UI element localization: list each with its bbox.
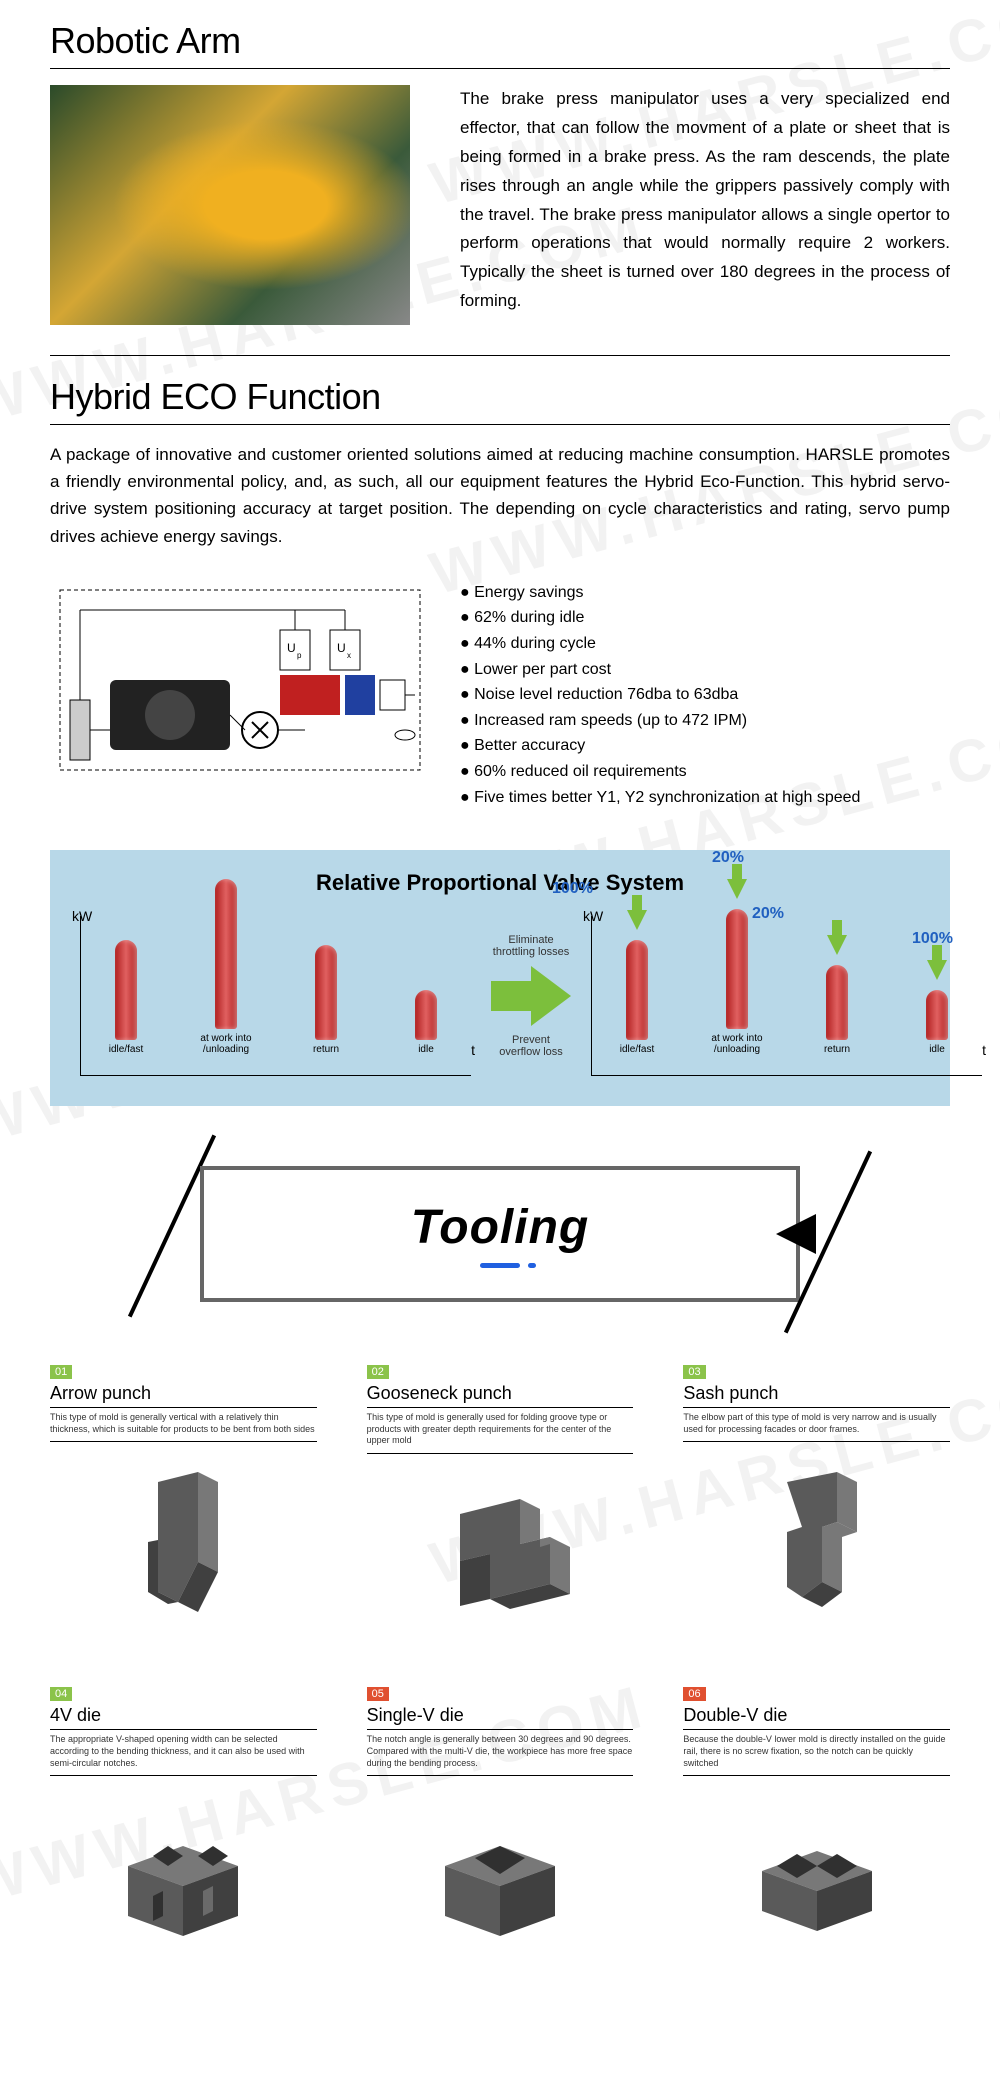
eco-bullet: Lower per part cost	[460, 657, 860, 683]
transition-line-2: Prevent overflow loss	[491, 1034, 571, 1058]
bar-column: at work into /unloading20%	[702, 909, 772, 1055]
eco-bullet: Five times better Y1, Y2 synchronization…	[460, 785, 860, 811]
x-axis-label: t	[471, 1042, 475, 1058]
eco-bullet: Increased ram speeds (up to 472 IPM)	[460, 708, 860, 734]
tool-name: Gooseneck punch	[367, 1383, 634, 1408]
bar-label: at work into /unloading	[191, 1033, 261, 1055]
bar-column: at work into /unloading	[191, 879, 261, 1055]
tool-shape-illustration	[683, 1452, 950, 1632]
tool-description: The elbow part of this type of mold is v…	[683, 1412, 950, 1442]
eco-bullet: 62% during idle	[460, 605, 860, 631]
tool-name: Single-V die	[367, 1705, 634, 1730]
tool-item: 06 Double-V die Because the double-V low…	[683, 1684, 950, 1966]
bar	[626, 940, 648, 1040]
bar	[726, 909, 748, 1029]
bar-label: at work into /unloading	[702, 1033, 772, 1055]
tool-name: Double-V die	[683, 1705, 950, 1730]
tool-shape-illustration	[367, 1786, 634, 1966]
tool-number-badge: 03	[683, 1365, 705, 1379]
down-arrow-icon	[627, 910, 647, 930]
tool-description: This type of mold is generally vertical …	[50, 1412, 317, 1442]
tool-grid: 01 Arrow punch This type of mold is gene…	[50, 1362, 950, 1966]
eco-bullet: Better accuracy	[460, 733, 860, 759]
down-arrow-icon	[827, 935, 847, 955]
tool-item: 04 4V die The appropriate V-shaped openi…	[50, 1684, 317, 1966]
tool-name: 4V die	[50, 1705, 317, 1730]
bar-label: idle/fast	[91, 1044, 161, 1055]
tooling-banner: Tooling	[200, 1166, 800, 1302]
y-axis-label: kW	[72, 908, 92, 924]
tool-number-badge: 06	[683, 1687, 705, 1701]
tool-number-badge: 02	[367, 1365, 389, 1379]
bar	[115, 940, 137, 1040]
bar	[415, 990, 437, 1040]
percent-label: 20%	[752, 905, 784, 923]
eco-diagram: Up Ux	[50, 580, 430, 785]
eco-bullet-list: Energy savings62% during idle44% during …	[460, 580, 860, 810]
bar	[315, 945, 337, 1040]
bar-label: idle	[391, 1044, 461, 1055]
robotic-arm-image	[50, 85, 410, 325]
tool-name: Arrow punch	[50, 1383, 317, 1408]
bar-label: return	[802, 1044, 872, 1055]
tool-item: 03 Sash punch The elbow part of this typ…	[683, 1362, 950, 1644]
eco-bullet: 60% reduced oil requirements	[460, 759, 860, 785]
eco-bullet: Energy savings	[460, 580, 860, 606]
down-arrow-icon	[927, 960, 947, 980]
bar-column: idle/fast100%	[602, 940, 672, 1055]
tool-number-badge: 04	[50, 1687, 72, 1701]
tool-description: The appropriate V-shaped opening width c…	[50, 1734, 317, 1776]
bar	[926, 990, 948, 1040]
tool-item: 02 Gooseneck punch This type of mold is …	[367, 1362, 634, 1644]
valve-chart: Relative Proportional Valve System kW id…	[50, 850, 950, 1106]
bar-label: idle/fast	[602, 1044, 672, 1055]
svg-text:p: p	[297, 651, 302, 660]
svg-text:x: x	[347, 651, 351, 660]
robotic-arm-title: Robotic Arm	[50, 20, 950, 69]
bar-column: idle/fast	[91, 940, 161, 1055]
robotic-arm-body: The brake press manipulator uses a very …	[460, 85, 950, 325]
tool-description: Because the double-V lower mold is direc…	[683, 1734, 950, 1776]
tool-number-badge: 01	[50, 1365, 72, 1379]
percent-label: 20%	[712, 849, 744, 867]
divider	[50, 355, 950, 356]
bar-column: return	[291, 945, 361, 1055]
tooling-heading: Tooling	[284, 1200, 716, 1255]
tool-shape-illustration	[50, 1786, 317, 1966]
svg-text:U: U	[337, 641, 346, 655]
tool-shape-illustration	[683, 1786, 950, 1966]
bar-column: idle	[391, 990, 461, 1055]
bar-label: return	[291, 1044, 361, 1055]
tool-item: 01 Arrow punch This type of mold is gene…	[50, 1362, 317, 1644]
bar	[215, 879, 237, 1029]
percent-label: 100%	[552, 880, 593, 898]
y-axis-label: kW	[583, 908, 603, 924]
eco-bullet: 44% during cycle	[460, 631, 860, 657]
bar	[826, 965, 848, 1040]
tool-number-badge: 05	[367, 1687, 389, 1701]
tool-name: Sash punch	[683, 1383, 950, 1408]
tool-description: The notch angle is generally between 30 …	[367, 1734, 634, 1776]
bar-label: idle	[902, 1044, 972, 1055]
tool-shape-illustration	[50, 1452, 317, 1632]
tool-item: 05 Single-V die The notch angle is gener…	[367, 1684, 634, 1966]
eco-bullet: Noise level reduction 76dba to 63dba	[460, 682, 860, 708]
valve-chart-right: kW idle/fast100%at work into /unloading2…	[591, 916, 982, 1076]
hybrid-eco-title: Hybrid ECO Function	[50, 376, 950, 425]
hybrid-eco-intro: A package of innovative and customer ori…	[50, 441, 950, 550]
svg-text:U: U	[287, 641, 296, 655]
bar-column: return20%	[802, 965, 872, 1055]
valve-chart-left: kW idle/fastat work into /unloadingretur…	[80, 916, 471, 1076]
triangle-icon	[776, 1214, 816, 1254]
tool-shape-illustration	[367, 1464, 634, 1644]
tool-description: This type of mold is generally used for …	[367, 1412, 634, 1454]
bar-column: idle100%	[902, 990, 972, 1055]
transition-line-1: Eliminate throttling losses	[491, 934, 571, 958]
x-axis-label: t	[982, 1042, 986, 1058]
percent-label: 100%	[912, 930, 953, 948]
down-arrow-icon	[727, 879, 747, 899]
valve-transition: Eliminate throttling losses Prevent over…	[491, 934, 571, 1058]
